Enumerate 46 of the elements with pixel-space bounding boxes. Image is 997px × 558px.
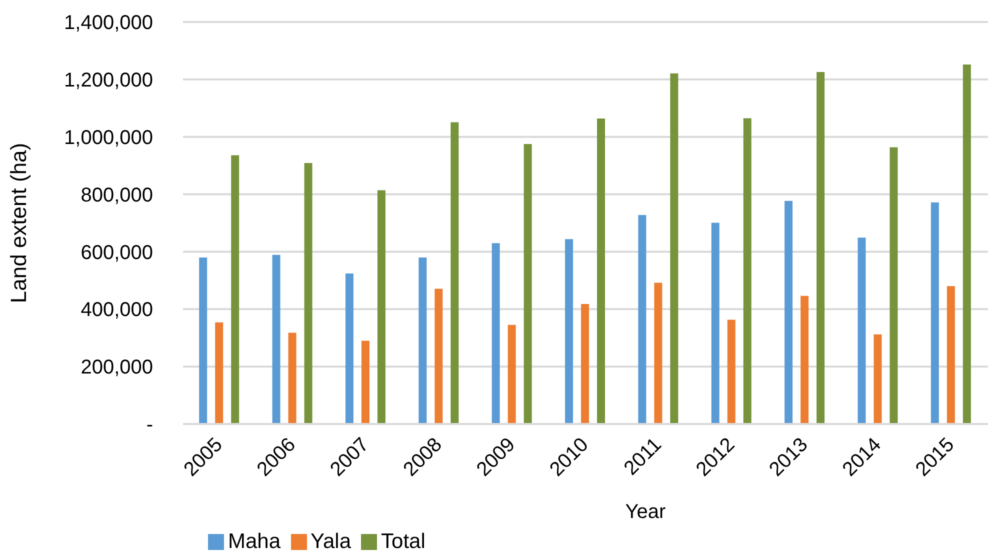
y-tick-label: 800,000 <box>80 184 153 206</box>
bar <box>345 274 354 424</box>
x-axis-title: Year <box>625 501 666 523</box>
y-tick-label: 1,400,000 <box>64 12 153 34</box>
y-tick-label: - <box>146 414 153 436</box>
bar <box>638 214 646 424</box>
y-tick-label: 1,000,000 <box>64 126 153 149</box>
bar <box>654 282 662 424</box>
bar <box>743 118 752 424</box>
bar <box>565 239 574 424</box>
bar <box>670 73 678 424</box>
bar <box>711 222 720 424</box>
legend-label: Yala <box>310 530 352 553</box>
bar <box>231 155 240 424</box>
y-tick-label: 200,000 <box>80 356 153 379</box>
bar <box>450 122 459 424</box>
bar <box>890 147 898 424</box>
y-axis-title: Land extent (ha) <box>6 142 31 304</box>
bar <box>816 72 825 424</box>
bar <box>784 200 793 424</box>
bar <box>858 238 866 424</box>
bar <box>304 162 312 424</box>
bar <box>962 64 971 424</box>
bar <box>199 257 208 424</box>
bar <box>377 190 386 424</box>
bar <box>508 324 516 424</box>
bar <box>946 286 955 424</box>
bar <box>597 118 606 424</box>
legend-label: Maha <box>228 530 281 553</box>
bar <box>288 332 296 424</box>
bar <box>492 243 500 424</box>
bar <box>581 304 590 424</box>
legend-label: Total <box>381 530 426 553</box>
bar <box>930 202 939 424</box>
bar <box>727 320 736 424</box>
bar <box>418 257 427 424</box>
y-tick-label: 600,000 <box>80 242 153 264</box>
bar <box>800 296 809 424</box>
bar <box>272 254 280 424</box>
y-tick-label: 400,000 <box>80 299 153 322</box>
y-tick-label: 1,200,000 <box>64 70 153 92</box>
bar <box>434 288 443 424</box>
bar <box>874 334 882 424</box>
bar <box>215 322 224 424</box>
bar <box>524 144 532 424</box>
bar <box>361 340 370 424</box>
